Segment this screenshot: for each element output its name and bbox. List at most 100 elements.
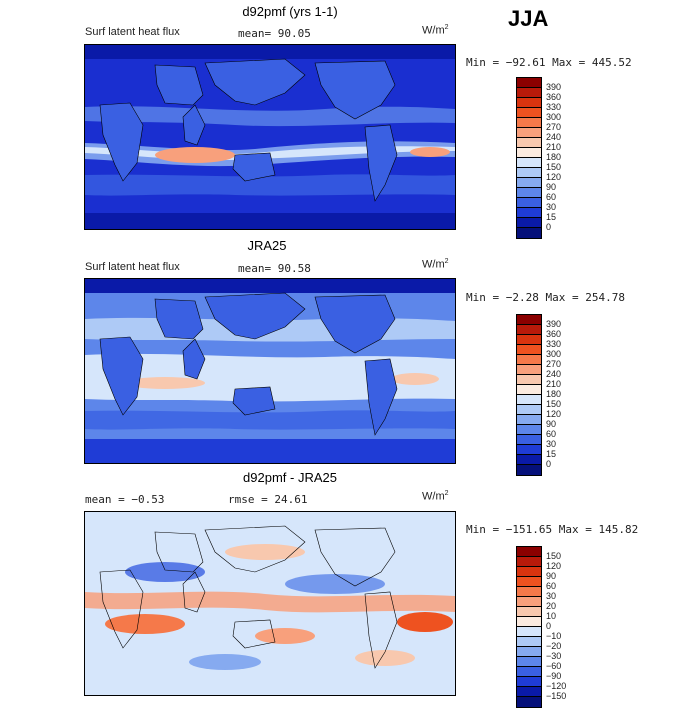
colorbar-swatch [517, 138, 541, 148]
colorbar-swatch [517, 228, 541, 238]
colorbar-swatch [517, 88, 541, 98]
colorbar-tick-label: 180 [546, 389, 562, 399]
colorbar-swatch [517, 465, 541, 475]
panel-1-colorbar [516, 77, 542, 239]
panel-2-label: Surf latent heat flux [85, 261, 180, 273]
panel-3-rmse: rmse = 24.61 [228, 493, 308, 506]
colorbar-swatch [517, 607, 541, 617]
colorbar-swatch [517, 108, 541, 118]
colorbar-swatch [517, 415, 541, 425]
panel-3-map [84, 511, 456, 696]
panel-1-minmax: Min = −92.61 Max = 445.52 [466, 56, 632, 69]
colorbar-tick-label: 390 [546, 319, 562, 329]
colorbar-swatch [517, 158, 541, 168]
panel-3-colorbar-labels: 150 120 90 60 30 20 10 0 −10 −20 −30 −60 −90 −120 −150 [546, 551, 566, 701]
colorbar-tick-label: 300 [546, 112, 562, 122]
colorbar-tick-label: 30 [546, 439, 557, 449]
colorbar-swatch [517, 315, 541, 325]
season-title: JJA [508, 6, 549, 31]
panel-2-units: W/m2 [422, 258, 449, 271]
colorbar-tick-label: 270 [546, 359, 562, 369]
colorbar-swatch [517, 677, 541, 687]
colorbar-swatch [517, 697, 541, 707]
colorbar-swatch [517, 98, 541, 108]
colorbar-tick-label: 150 [546, 162, 562, 172]
colorbar-tick-label: 90 [546, 182, 557, 192]
colorbar-tick-label: −10 [546, 631, 562, 641]
panel-2-map [84, 278, 456, 464]
panel-2-stat: mean= 90.58 [238, 262, 311, 275]
colorbar-swatch [517, 627, 541, 637]
colorbar-swatch [517, 325, 541, 335]
colorbar-swatch [517, 405, 541, 415]
colorbar-swatch [517, 657, 541, 667]
colorbar-tick-label: 240 [546, 369, 562, 379]
colorbar-tick-label: 120 [546, 409, 562, 419]
colorbar-tick-label: 210 [546, 379, 562, 389]
panel-2-colorbar [516, 314, 542, 476]
colorbar-swatch [517, 345, 541, 355]
colorbar-swatch [517, 647, 541, 657]
panel-1-title: d92pmf (yrs 1-1) [242, 4, 338, 19]
colorbar-tick-label: 60 [546, 429, 557, 439]
panel-1-stat: mean= 90.05 [238, 27, 311, 40]
panel-2-minmax: Min = −2.28 Max = 254.78 [466, 291, 625, 304]
colorbar-tick-label: 150 [546, 399, 562, 409]
colorbar-swatch [517, 178, 541, 188]
colorbar-tick-label: 300 [546, 349, 562, 359]
colorbar-swatch [517, 547, 541, 557]
colorbar-tick-label: 15 [546, 212, 557, 222]
panel-3-mean: mean = −0.53 [85, 493, 165, 506]
colorbar-swatch [517, 687, 541, 697]
colorbar-swatch [517, 587, 541, 597]
colorbar-tick-label: 180 [546, 152, 562, 162]
panel-1-units: W/m2 [422, 24, 449, 37]
colorbar-swatch [517, 637, 541, 647]
colorbar-tick-label: 30 [546, 591, 557, 601]
colorbar-swatch [517, 385, 541, 395]
colorbar-swatch [517, 355, 541, 365]
colorbar-swatch [517, 395, 541, 405]
colorbar-tick-label: 60 [546, 192, 557, 202]
panel-3-colorbar [516, 546, 542, 708]
colorbar-tick-label: −90 [546, 671, 562, 681]
colorbar-swatch [517, 577, 541, 587]
colorbar-swatch [517, 168, 541, 178]
colorbar-swatch [517, 188, 541, 198]
colorbar-tick-label: 240 [546, 132, 562, 142]
panel-2-colorbar-labels: 390 360 330 300 270 240 210 180 150 120 90 60 30 15 0 [546, 319, 561, 469]
panel-1-colorbar-labels: 390 360 330 300 270 240 210 180 150 120 90 60 30 15 0 [546, 82, 561, 232]
colorbar-tick-label: −30 [546, 651, 562, 661]
colorbar-swatch [517, 557, 541, 567]
panel-3-units: W/m2 [422, 490, 449, 503]
colorbar-swatch [517, 118, 541, 128]
colorbar-swatch [517, 78, 541, 88]
colorbar-swatch [517, 425, 541, 435]
panel-3-minmax: Min = −151.65 Max = 145.82 [466, 523, 639, 536]
colorbar-tick-label: −120 [546, 681, 567, 691]
colorbar-tick-label: 360 [546, 329, 562, 339]
panel-1-map [84, 44, 456, 230]
colorbar-swatch [517, 335, 541, 345]
colorbar-swatch [517, 435, 541, 445]
colorbar-tick-label: 210 [546, 142, 562, 152]
colorbar-tick-label: 360 [546, 92, 562, 102]
colorbar-tick-label: 270 [546, 122, 562, 132]
colorbar-tick-label: 60 [546, 581, 557, 591]
colorbar-swatch [517, 198, 541, 208]
colorbar-swatch [517, 597, 541, 607]
colorbar-swatch [517, 455, 541, 465]
colorbar-swatch [517, 567, 541, 577]
colorbar-tick-label: −150 [546, 691, 567, 701]
panel-3-title: d92pmf - JRA25 [243, 470, 337, 485]
colorbar-tick-label: 120 [546, 172, 562, 182]
panel-1-label: Surf latent heat flux [85, 26, 180, 38]
colorbar-swatch [517, 667, 541, 677]
colorbar-swatch [517, 365, 541, 375]
colorbar-swatch [517, 617, 541, 627]
colorbar-swatch [517, 375, 541, 385]
colorbar-swatch [517, 148, 541, 158]
colorbar-swatch [517, 445, 541, 455]
colorbar-swatch [517, 128, 541, 138]
colorbar-tick-label: 20 [546, 601, 557, 611]
